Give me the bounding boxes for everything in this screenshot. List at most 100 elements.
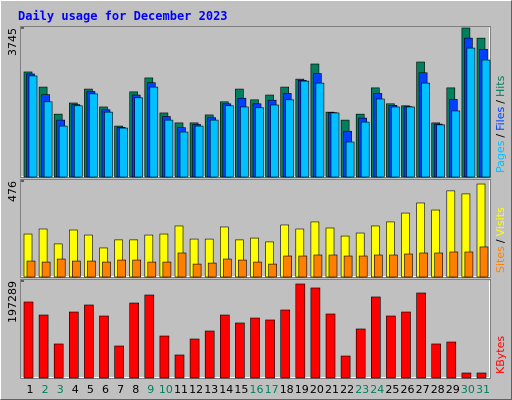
bar: [225, 105, 234, 178]
legend-separator: /: [494, 134, 507, 138]
x-tick-label: 8: [132, 383, 139, 396]
x-tick-label: 16: [250, 383, 264, 396]
bar: [129, 302, 139, 379]
bar: [436, 124, 446, 178]
x-tick-label: 30: [461, 383, 475, 396]
x-tick-label: 7: [117, 383, 124, 396]
bar: [99, 315, 109, 379]
bar: [449, 251, 459, 278]
bar: [419, 252, 428, 278]
bar: [360, 121, 370, 178]
bar: [41, 261, 51, 278]
bar: [159, 335, 170, 379]
chart-title: Daily usage for December 2023: [18, 9, 228, 23]
bar: [345, 141, 355, 178]
bar: [406, 106, 415, 178]
bar: [162, 261, 172, 278]
bar: [358, 255, 368, 278]
x-tick-label: 20: [310, 383, 324, 396]
x-tick-label: 22: [340, 383, 354, 396]
x-tick-label: 10: [159, 383, 173, 396]
bar: [179, 131, 189, 178]
bar: [207, 262, 217, 278]
legend-entry: Visits: [494, 207, 507, 236]
bar: [421, 82, 430, 178]
bar: [189, 338, 200, 379]
bar: [117, 259, 126, 278]
bar: [192, 263, 202, 278]
bar: [434, 252, 444, 278]
bar: [270, 104, 279, 178]
x-tick-label: 31: [476, 383, 490, 396]
bar: [209, 119, 219, 178]
legend-separator: /: [494, 239, 507, 243]
bar: [174, 354, 185, 379]
bar: [144, 294, 155, 379]
y-tick-label: 197289: [6, 281, 19, 323]
bar: [240, 106, 249, 178]
x-tick-label: 19: [295, 383, 309, 396]
x-tick-label: 29: [446, 383, 460, 396]
bar: [38, 314, 49, 379]
x-tick-label: 4: [72, 383, 79, 396]
bar: [28, 75, 38, 178]
x-tick-label: 18: [280, 383, 294, 396]
bar: [235, 322, 245, 379]
bar: [431, 343, 442, 379]
legend-separator: /: [494, 100, 507, 104]
bar: [295, 283, 306, 379]
legend: Pages / Files / Hits: [494, 75, 507, 173]
x-tick-label: 6: [102, 383, 109, 396]
bar: [132, 259, 141, 278]
bar: [328, 254, 338, 278]
x-tick-label: 27: [416, 383, 430, 396]
bar: [23, 301, 34, 379]
bar: [280, 309, 291, 379]
x-tick-label: 15: [234, 383, 248, 396]
bar: [58, 125, 68, 178]
legend-entry: Sites: [494, 246, 507, 273]
legend-entry: Pages: [494, 140, 507, 173]
bar: [43, 101, 53, 178]
bar: [300, 80, 310, 178]
bar: [26, 260, 36, 278]
bar: [114, 345, 124, 379]
bar: [194, 125, 204, 178]
x-tick-label: 23: [355, 383, 369, 396]
x-tick-label: 2: [42, 383, 49, 396]
bar: [238, 259, 247, 278]
bar: [386, 315, 396, 379]
bar: [481, 59, 491, 178]
x-tick-label: 1: [27, 383, 34, 396]
bar: [104, 111, 113, 178]
x-tick-label: 25: [385, 383, 399, 396]
bar: [89, 93, 98, 178]
bar: [268, 263, 277, 278]
bar: [223, 258, 232, 278]
legend: KBytes: [494, 336, 507, 374]
bar: [451, 110, 461, 178]
bar: [177, 252, 187, 278]
x-tick-label: 3: [57, 383, 64, 396]
legend-entry: Hits: [494, 75, 507, 97]
bar: [220, 314, 230, 379]
legend-entry: KBytes: [494, 336, 507, 374]
bar: [355, 328, 366, 379]
bar: [404, 253, 413, 278]
bar: [375, 98, 385, 178]
bar: [476, 372, 487, 379]
bar: [74, 105, 83, 178]
bar: [283, 255, 293, 278]
x-tick-label: 9: [147, 383, 154, 396]
x-tick-label: 11: [174, 383, 188, 396]
bar: [87, 260, 96, 278]
bar: [416, 292, 426, 379]
legend: Sites / Visits: [494, 207, 507, 273]
bar: [298, 255, 308, 278]
bar: [466, 47, 476, 178]
bar: [401, 311, 411, 379]
y-tick-label: 3745: [6, 28, 19, 56]
x-tick-label: 17: [265, 383, 279, 396]
bar: [370, 296, 381, 379]
